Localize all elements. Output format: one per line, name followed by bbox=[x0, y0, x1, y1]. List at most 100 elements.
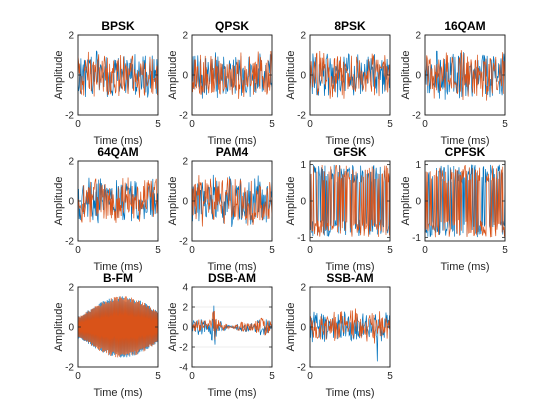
series-line-1 bbox=[310, 311, 390, 362]
y-tick-label: -2 bbox=[65, 237, 74, 248]
y-tick-label: -2 bbox=[297, 363, 306, 374]
x-axis-label: Time (ms) bbox=[440, 135, 489, 147]
y-tick-label: 0 bbox=[68, 71, 74, 82]
x-tick-label: 5 bbox=[269, 119, 275, 130]
x-tick-label: 0 bbox=[307, 371, 313, 382]
x-tick-label: 5 bbox=[269, 371, 275, 382]
y-tick-label: 2 bbox=[300, 283, 306, 294]
y-tick-label: 0 bbox=[415, 197, 421, 208]
y-axis-label: Amplitude bbox=[53, 303, 65, 352]
x-tick-label: 0 bbox=[75, 119, 81, 130]
y-tick-label: 2 bbox=[415, 31, 421, 42]
y-tick-label: 1 bbox=[415, 160, 421, 171]
subplot-title: 16QAM bbox=[444, 19, 485, 33]
x-axis-label: Time (ms) bbox=[93, 135, 142, 147]
y-tick-label: -2 bbox=[179, 237, 188, 248]
series-line-2 bbox=[310, 308, 390, 344]
x-axis-label: Time (ms) bbox=[93, 261, 142, 273]
y-tick-label: 0 bbox=[182, 197, 188, 208]
x-tick-label: 0 bbox=[422, 119, 428, 130]
series-line-2 bbox=[78, 296, 158, 358]
y-axis-label: Amplitude bbox=[53, 51, 65, 100]
subplot-title: GFSK bbox=[333, 145, 367, 159]
subplot-title: QPSK bbox=[215, 19, 249, 33]
x-tick-label: 0 bbox=[307, 245, 313, 256]
y-axis-label: Amplitude bbox=[285, 51, 297, 100]
y-tick-label: 1 bbox=[300, 160, 306, 171]
x-tick-label: 5 bbox=[155, 371, 161, 382]
y-axis-label: Amplitude bbox=[167, 177, 179, 226]
y-tick-label: 2 bbox=[68, 31, 74, 42]
y-tick-label: 2 bbox=[182, 157, 188, 168]
y-tick-label: -1 bbox=[297, 233, 306, 244]
subplot-dsb-am: -4 -2 0 2 4 0 5 DSB-AM Time (ms) Amplitude bbox=[167, 271, 275, 399]
series-line-2 bbox=[78, 51, 158, 98]
series-line-2 bbox=[425, 50, 505, 101]
y-tick-label: 0 bbox=[68, 197, 74, 208]
y-tick-label: 2 bbox=[68, 157, 74, 168]
x-tick-label: 5 bbox=[387, 119, 393, 130]
x-tick-label: 0 bbox=[422, 245, 428, 256]
y-axis-label: Amplitude bbox=[400, 51, 412, 100]
x-tick-label: 0 bbox=[189, 245, 195, 256]
y-tick-label: 2 bbox=[182, 303, 188, 314]
y-tick-label: 0 bbox=[300, 71, 306, 82]
y-tick-label: 0 bbox=[300, 323, 306, 334]
series-line-2 bbox=[192, 50, 272, 99]
subplot-title: PAM4 bbox=[216, 145, 249, 159]
x-tick-label: 5 bbox=[502, 119, 508, 130]
x-tick-label: 5 bbox=[387, 371, 393, 382]
y-tick-label: -2 bbox=[179, 111, 188, 122]
series-line-2 bbox=[310, 51, 390, 99]
x-tick-label: 0 bbox=[189, 119, 195, 130]
x-axis-label: Time (ms) bbox=[207, 135, 256, 147]
y-tick-label: 2 bbox=[182, 31, 188, 42]
y-tick-label: 0 bbox=[182, 323, 188, 334]
x-tick-label: 5 bbox=[155, 245, 161, 256]
y-tick-label: -2 bbox=[412, 111, 421, 122]
x-axis-label: Time (ms) bbox=[325, 261, 374, 273]
x-axis-label: Time (ms) bbox=[325, 387, 374, 399]
x-tick-label: 5 bbox=[269, 245, 275, 256]
x-tick-label: 0 bbox=[75, 371, 81, 382]
x-tick-label: 0 bbox=[307, 119, 313, 130]
y-tick-label: 0 bbox=[300, 197, 306, 208]
series-line-2 bbox=[310, 164, 390, 237]
y-tick-label: -2 bbox=[65, 363, 74, 374]
x-axis-label: Time (ms) bbox=[207, 261, 256, 273]
series-line-2 bbox=[425, 164, 505, 238]
x-axis-label: Time (ms) bbox=[93, 387, 142, 399]
y-tick-label: -2 bbox=[65, 111, 74, 122]
subplot-title: 8PSK bbox=[334, 19, 366, 33]
subplot-title: B-FM bbox=[103, 271, 133, 285]
y-tick-label: -1 bbox=[412, 233, 421, 244]
series-line-2 bbox=[78, 177, 158, 223]
x-tick-label: 0 bbox=[75, 245, 81, 256]
y-tick-label: -2 bbox=[297, 111, 306, 122]
y-tick-label: 0 bbox=[68, 323, 74, 334]
x-axis-label: Time (ms) bbox=[207, 387, 256, 399]
subplot-title: BPSK bbox=[101, 19, 135, 33]
y-axis-label: Amplitude bbox=[167, 51, 179, 100]
subplot-title: DSB-AM bbox=[208, 271, 256, 285]
y-tick-label: 0 bbox=[182, 71, 188, 82]
x-tick-label: 0 bbox=[189, 371, 195, 382]
x-axis-label: Time (ms) bbox=[325, 135, 374, 147]
y-axis-label: Amplitude bbox=[400, 177, 412, 226]
x-axis-label: Time (ms) bbox=[440, 261, 489, 273]
subplot-title: CPFSK bbox=[445, 145, 486, 159]
y-tick-label: 2 bbox=[68, 283, 74, 294]
subplot-title: SSB-AM bbox=[326, 271, 373, 285]
y-tick-label: -2 bbox=[179, 343, 188, 354]
